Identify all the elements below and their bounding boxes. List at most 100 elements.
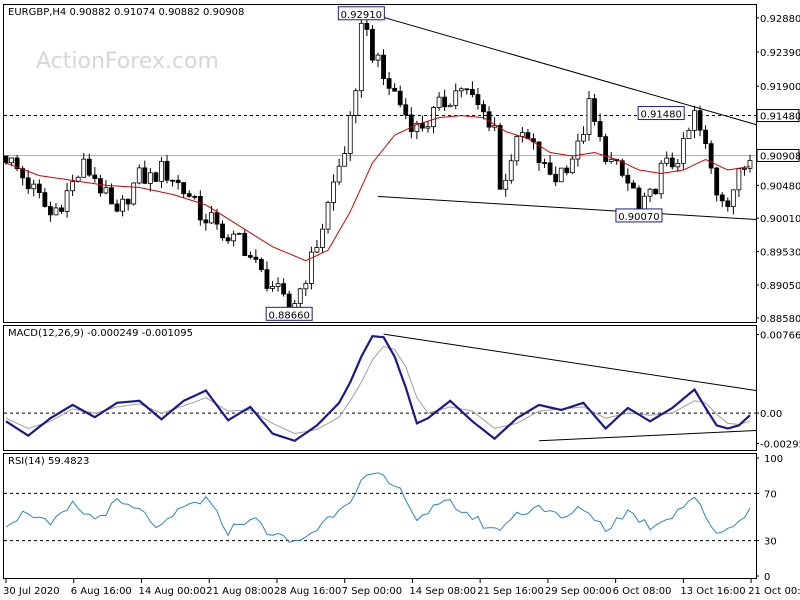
- upper-trendline: [377, 15, 757, 126]
- candle-body: [59, 207, 64, 212]
- candle-body: [686, 129, 692, 140]
- chart-title: EURGBP,H4 0.90882 0.91074 0.90882 0.9090…: [8, 7, 244, 18]
- candle-body: [392, 87, 398, 92]
- candle-body: [264, 269, 270, 289]
- x-tick-label: 29 Sep 00:00: [545, 586, 612, 597]
- candle-body: [147, 172, 153, 184]
- candle-body: [553, 173, 559, 183]
- candle-body: [497, 125, 503, 190]
- candle-body: [236, 232, 242, 235]
- candle-body: [408, 114, 414, 132]
- x-tick-label: 14 Aug 00:00: [138, 586, 205, 597]
- candle-body: [353, 90, 359, 116]
- candle-body: [503, 179, 509, 190]
- candle-body: [481, 104, 486, 113]
- candle-body: [697, 110, 703, 131]
- candle-body: [742, 167, 747, 170]
- candle-body: [175, 179, 181, 184]
- candle-body: [636, 187, 642, 212]
- candle-body: [608, 158, 614, 162]
- candle-body: [347, 115, 353, 154]
- candle-body: [120, 198, 125, 212]
- y-tick-label: 0.88580: [760, 314, 800, 325]
- candle-body: [136, 167, 142, 184]
- y-tick-label: 0.90480: [760, 181, 800, 192]
- candle-body: [453, 90, 459, 106]
- x-tick-label: 21 Oct 00:00: [748, 586, 800, 597]
- rsi-tick-label: 30: [764, 537, 777, 548]
- x-tick-label: 21 Aug 08:00: [206, 586, 273, 597]
- candle-body: [703, 129, 708, 145]
- candle-body: [464, 88, 470, 91]
- candle-body: [680, 138, 686, 164]
- y-tick-label: 0.92390: [760, 48, 800, 59]
- y-tick-label: 0.92880: [760, 14, 800, 25]
- candle-body: [197, 196, 203, 221]
- candle-body: [3, 155, 9, 164]
- candle-body: [714, 167, 720, 196]
- candle-body: [708, 143, 714, 169]
- candle-body: [514, 136, 520, 162]
- candle-body: [669, 157, 675, 168]
- candle-body: [569, 158, 575, 174]
- candle-body: [581, 134, 586, 142]
- candle-body: [364, 22, 370, 30]
- candle-body: [381, 54, 386, 80]
- candle-body: [242, 232, 248, 256]
- candle-body: [186, 193, 192, 197]
- moving-average-line: [5, 115, 751, 262]
- price-callout-box: [337, 6, 385, 21]
- candle-body: [97, 178, 103, 194]
- candle-body: [547, 162, 553, 175]
- candle-body: [253, 256, 259, 260]
- y-tick-box: [756, 148, 800, 162]
- x-tick-label: 6 Oct 08:00: [613, 586, 672, 597]
- macd-signal-line: [5, 345, 751, 435]
- candle-body: [9, 157, 14, 164]
- candle-body: [48, 206, 53, 216]
- candle-body: [386, 78, 392, 89]
- candle-body: [619, 160, 625, 176]
- candle-body: [203, 219, 209, 224]
- rsi-title: RSI(14) 59.4823: [8, 456, 89, 467]
- candle-body: [142, 167, 148, 184]
- candle-body: [625, 174, 631, 184]
- x-tick-label: 14 Sep 08:00: [409, 586, 476, 597]
- candle-body: [647, 188, 653, 197]
- candle-body: [86, 158, 92, 176]
- candle-body: [64, 190, 70, 212]
- price-callout-box: [265, 306, 313, 321]
- candle-body: [736, 168, 742, 191]
- candle-body: [542, 162, 547, 164]
- candle-body: [20, 168, 26, 179]
- x-tick-label: 13 Oct 16:00: [680, 586, 745, 597]
- y-tick-box: [756, 109, 800, 123]
- candle-body: [436, 96, 442, 108]
- candle-body: [331, 181, 336, 203]
- candle-body: [275, 283, 281, 287]
- candle-body: [92, 174, 98, 179]
- candle-body: [475, 94, 481, 106]
- x-tick-label: 21 Sep 16:00: [477, 586, 544, 597]
- candle-body: [25, 177, 31, 190]
- candle-body: [220, 223, 225, 239]
- x-tick-label: 28 Aug 16:00: [274, 586, 341, 597]
- candle-body: [14, 157, 20, 170]
- candle-body: [225, 237, 231, 242]
- candle-body: [209, 212, 214, 224]
- price-callout-label: 0.88660: [268, 310, 309, 321]
- rsi-tick-label: 70: [764, 489, 777, 500]
- x-tick-label: 6 Aug 16:00: [71, 586, 132, 597]
- macd-layer: 0.007663 0.00 -0.002952: [4, 331, 800, 450]
- candle-body: [431, 107, 436, 128]
- rsi-layer: 100 70 30 0: [4, 454, 783, 583]
- candle-body: [747, 160, 753, 169]
- candle-body: [586, 98, 592, 135]
- candle-body: [725, 200, 731, 207]
- candle-body: [259, 259, 264, 271]
- price-callout-label: 0.92910: [341, 10, 382, 21]
- candle-body: [692, 110, 697, 131]
- candle-body: [447, 104, 453, 108]
- candle-body: [397, 90, 403, 106]
- candle-body: [375, 54, 381, 61]
